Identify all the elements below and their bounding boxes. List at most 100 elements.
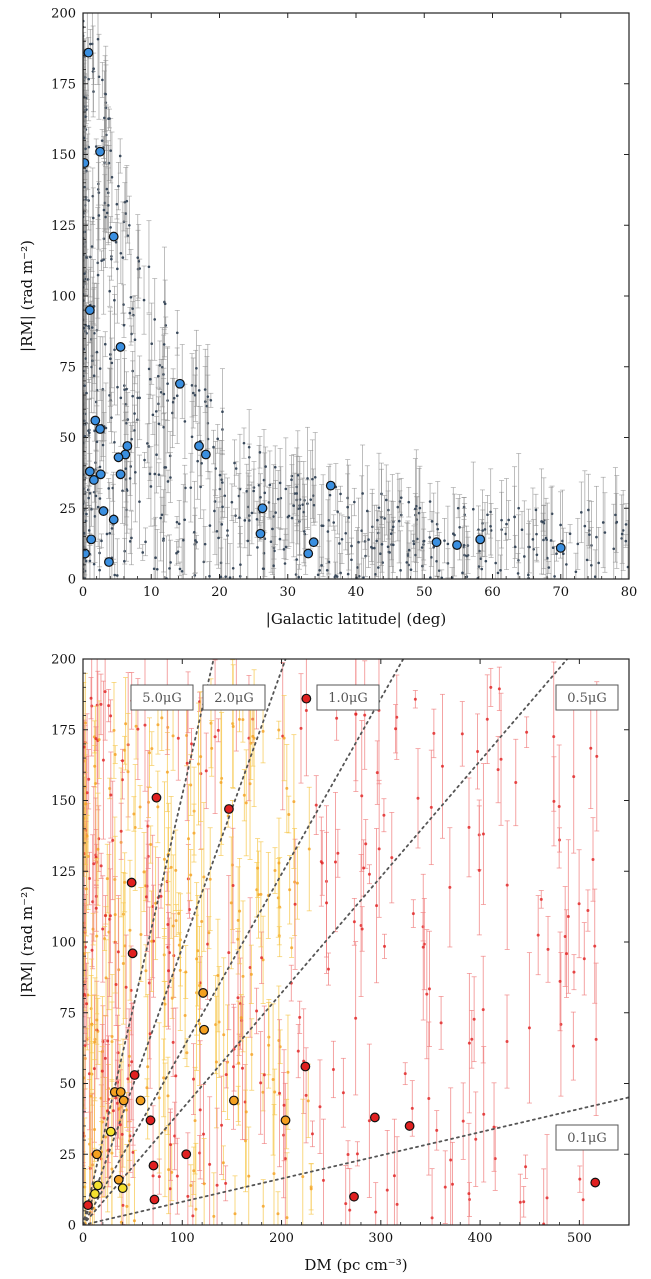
bg-point	[111, 1109, 115, 1113]
bg-point	[209, 398, 213, 402]
bg-point	[440, 764, 444, 768]
bg-point	[110, 361, 114, 365]
bg-point	[411, 912, 415, 916]
bg-point	[552, 735, 556, 739]
bg-point	[216, 974, 220, 978]
bg-point	[233, 461, 236, 465]
bg-point	[160, 716, 164, 720]
bg-point	[134, 470, 137, 474]
bg-point	[98, 497, 102, 500]
bg-point	[492, 1125, 496, 1129]
bg-point	[120, 759, 124, 763]
bg-point	[125, 1204, 129, 1208]
y-tick-label: 50	[59, 431, 76, 446]
bg-point	[443, 1185, 447, 1189]
bg-point	[428, 500, 432, 503]
bg-point	[465, 554, 468, 558]
bg-point	[103, 937, 107, 941]
bg-point	[113, 440, 116, 444]
bg-point	[290, 946, 294, 950]
bg-point	[177, 522, 181, 526]
bg-point	[222, 1033, 226, 1037]
bg-point	[352, 920, 356, 924]
bg-point	[249, 972, 253, 976]
bg-point	[105, 1109, 109, 1113]
bg-point	[123, 388, 126, 391]
bg-point	[136, 727, 140, 731]
bg-point	[166, 480, 170, 483]
bg-point	[451, 532, 455, 536]
bg-point	[367, 1119, 371, 1123]
x-tick-label: 70	[552, 585, 569, 600]
bg-point	[176, 550, 180, 553]
bg-point	[141, 551, 145, 554]
highlight-point	[108, 231, 119, 242]
bg-point	[524, 1165, 528, 1169]
bg-point	[555, 552, 558, 555]
bg-point	[231, 884, 235, 888]
bg-point	[295, 492, 299, 495]
bg-point	[262, 1073, 266, 1077]
bg-point	[108, 914, 112, 918]
bg-point	[157, 1175, 161, 1179]
bg-point	[163, 302, 167, 306]
bg-point	[83, 434, 87, 438]
bg-point	[338, 542, 341, 545]
bg-point	[95, 440, 99, 444]
bg-point	[155, 453, 158, 457]
x-tick-label: 10	[143, 585, 160, 600]
bg-point	[577, 902, 581, 906]
bg-point	[395, 1202, 399, 1206]
bg-point	[516, 572, 520, 575]
bg-point	[106, 1039, 110, 1043]
bg-point	[513, 515, 516, 519]
highlight-points	[83, 47, 566, 567]
bg-point	[220, 478, 224, 481]
bg-point	[151, 1174, 155, 1178]
bg-point	[582, 957, 586, 961]
bg-point	[155, 567, 159, 571]
bg-point	[535, 532, 538, 536]
bg-point	[231, 725, 235, 729]
bg-point	[156, 805, 160, 809]
bg-point	[100, 139, 104, 142]
bg-point	[220, 1123, 224, 1127]
bg-point	[219, 575, 223, 579]
bg-point	[390, 856, 394, 860]
bg-point	[152, 567, 156, 571]
bg-point	[138, 396, 141, 400]
bg-point	[139, 932, 143, 936]
bg-point	[224, 1073, 228, 1077]
bg-point	[264, 465, 267, 468]
bg-point	[461, 1119, 465, 1123]
bg-point	[405, 561, 409, 564]
bg-point	[388, 551, 391, 554]
bg-point	[421, 945, 425, 949]
bg-point	[210, 746, 214, 750]
bg-point	[175, 551, 178, 555]
bg-point	[297, 575, 301, 579]
bg-point	[306, 1099, 310, 1103]
bg-point	[87, 434, 91, 437]
bg-point	[534, 508, 538, 512]
bg-point	[231, 722, 235, 726]
bg-point	[231, 1065, 235, 1069]
bg-point	[467, 1041, 471, 1045]
bg-point	[428, 536, 432, 539]
bg-point	[481, 529, 484, 532]
bg-point	[299, 726, 303, 730]
bg-point	[120, 778, 124, 782]
bg-point	[191, 391, 195, 395]
bg-point	[104, 1135, 108, 1139]
bg-point	[355, 1152, 359, 1156]
bg-point	[373, 546, 376, 550]
bg-point	[559, 523, 562, 527]
bg-point	[103, 690, 107, 694]
bg-point	[261, 958, 265, 962]
bg-point	[481, 832, 485, 836]
highlight-point	[122, 441, 133, 451]
y-tick-label: 100	[51, 290, 76, 305]
bg-point	[123, 559, 126, 563]
bg-point	[546, 947, 550, 951]
bg-point	[193, 574, 197, 577]
